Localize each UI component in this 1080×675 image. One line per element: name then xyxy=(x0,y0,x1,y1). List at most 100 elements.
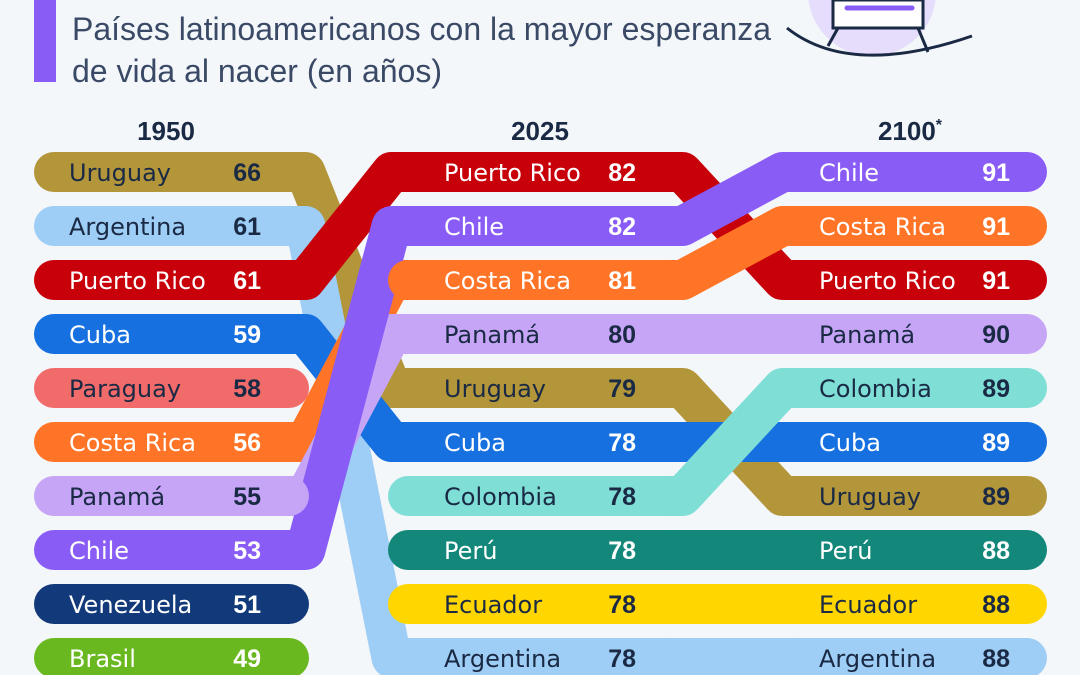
pill-panama-2100 xyxy=(782,314,1047,354)
row-puerto-rico-2025: Puerto Rico 82 xyxy=(388,152,683,192)
pill-puerto-rico-1950 xyxy=(34,260,309,300)
country-label-colombia-2100: Colombia xyxy=(819,375,932,403)
pill-uruguay-2025 xyxy=(388,368,683,408)
country-label-chile-1950: Chile xyxy=(69,537,129,565)
column-header-2100: 2100* xyxy=(878,116,943,146)
country-label-puerto-rico-2025: Puerto Rico xyxy=(444,159,581,187)
value-label-costa-rica-1950: 56 xyxy=(233,429,261,457)
country-label-argentina-2025: Argentina xyxy=(444,645,561,673)
row-panama-1950: Panamá 55 xyxy=(34,476,309,516)
value-label-uruguay-2100: 89 xyxy=(982,483,1010,511)
column-header-1950: 1950 xyxy=(137,116,195,146)
row-costa-rica-2025: Costa Rica 81 xyxy=(388,260,683,300)
row-cuba-1950: Cuba 59 xyxy=(34,314,309,354)
value-label-cuba-2025: 78 xyxy=(608,429,636,457)
pill-brasil-1950 xyxy=(34,638,309,675)
country-label-costa-rica-1950: Costa Rica xyxy=(69,429,196,457)
row-panama-2100: Panamá 90 xyxy=(782,314,1047,354)
country-label-venezuela-1950: Venezuela xyxy=(69,591,192,619)
value-label-panama-2100: 90 xyxy=(982,321,1010,349)
value-label-costa-rica-2025: 81 xyxy=(608,267,636,295)
chart-title: Países latinoamericanos con la mayor esp… xyxy=(72,11,772,89)
rocking-chair-icon xyxy=(786,0,973,57)
value-label-paraguay-1950: 58 xyxy=(233,375,261,403)
row-uruguay-2100: Uruguay 89 xyxy=(782,476,1047,516)
column-header-footnote-mark: * xyxy=(936,117,943,134)
value-label-puerto-rico-2025: 82 xyxy=(608,159,636,187)
pill-argentina-1950 xyxy=(34,206,309,246)
country-label-argentina-1950: Argentina xyxy=(69,213,186,241)
pill-ecuador-2100 xyxy=(782,584,1047,624)
country-label-peru-2025: Perú xyxy=(444,537,497,565)
row-paraguay-1950: Paraguay 58 xyxy=(34,368,309,408)
value-label-puerto-rico-1950: 61 xyxy=(233,267,261,295)
value-label-argentina-2025: 78 xyxy=(608,645,636,673)
row-colombia-2100: Colombia 89 xyxy=(782,368,1047,408)
pill-venezuela-1950 xyxy=(34,584,309,624)
row-costa-rica-2100: Costa Rica 91 xyxy=(782,206,1047,246)
pill-cuba-1950 xyxy=(34,314,309,354)
value-label-uruguay-1950: 66 xyxy=(233,159,261,187)
row-cuba-2025: Cuba 78 xyxy=(388,422,683,462)
row-ecuador-2100: Ecuador 88 xyxy=(782,584,1047,624)
pill-costa-rica-2025 xyxy=(388,260,683,300)
row-argentina-2100: Argentina 88 xyxy=(782,638,1047,675)
row-costa-rica-1950: Costa Rica 56 xyxy=(34,422,309,462)
value-label-ecuador-2025: 78 xyxy=(608,591,636,619)
value-label-cuba-2100: 89 xyxy=(982,429,1010,457)
pill-chile-1950 xyxy=(34,530,309,570)
pill-uruguay-1950 xyxy=(34,152,309,192)
value-label-chile-1950: 53 xyxy=(233,537,261,565)
value-label-venezuela-1950: 51 xyxy=(233,591,261,619)
country-label-uruguay-2100: Uruguay xyxy=(819,483,921,511)
pill-uruguay-2100 xyxy=(782,476,1047,516)
pill-costa-rica-1950 xyxy=(34,422,309,462)
country-label-puerto-rico-1950: Puerto Rico xyxy=(69,267,206,295)
country-label-chile-2025: Chile xyxy=(444,213,504,241)
country-label-uruguay-2025: Uruguay xyxy=(444,375,546,403)
pill-argentina-2100 xyxy=(782,638,1047,675)
pill-puerto-rico-2025 xyxy=(388,152,683,192)
pill-paraguay-1950 xyxy=(34,368,309,408)
value-label-chile-2100: 91 xyxy=(982,159,1010,187)
value-label-puerto-rico-2100: 91 xyxy=(982,267,1010,295)
pill-chile-2025 xyxy=(388,206,683,246)
column-header-2025: 2025 xyxy=(511,116,569,146)
row-argentina-1950: Argentina 61 xyxy=(34,206,309,246)
row-puerto-rico-2100: Puerto Rico 91 xyxy=(782,260,1047,300)
country-label-colombia-2025: Colombia xyxy=(444,483,557,511)
country-label-panama-2025: Panamá xyxy=(444,321,540,349)
pill-peru-2025 xyxy=(388,530,683,570)
country-label-cuba-2100: Cuba xyxy=(819,429,881,457)
row-brasil-1950: Brasil 49 xyxy=(34,638,309,675)
country-label-cuba-1950: Cuba xyxy=(69,321,131,349)
row-peru-2100: Perú 88 xyxy=(782,530,1047,570)
title-accent-bar xyxy=(34,0,56,82)
pill-chile-2100 xyxy=(782,152,1047,192)
row-venezuela-1950: Venezuela 51 xyxy=(34,584,309,624)
pill-cuba-2100 xyxy=(782,422,1047,462)
country-label-panama-1950: Panamá xyxy=(69,483,165,511)
value-label-colombia-2025: 78 xyxy=(608,483,636,511)
country-label-chile-2100: Chile xyxy=(819,159,879,187)
row-uruguay-1950: Uruguay 66 xyxy=(34,152,309,192)
row-argentina-2025: Argentina 78 xyxy=(388,638,683,675)
value-label-uruguay-2025: 79 xyxy=(608,375,636,403)
value-label-colombia-2100: 89 xyxy=(982,375,1010,403)
pill-peru-2100 xyxy=(782,530,1047,570)
row-ecuador-2025: Ecuador 78 xyxy=(388,584,683,624)
pill-costa-rica-2100 xyxy=(782,206,1047,246)
value-label-costa-rica-2100: 91 xyxy=(982,213,1010,241)
value-label-brasil-1950: 49 xyxy=(233,645,261,673)
country-label-costa-rica-2025: Costa Rica xyxy=(444,267,571,295)
value-label-cuba-1950: 59 xyxy=(233,321,261,349)
value-label-chile-2025: 82 xyxy=(608,213,636,241)
pill-panama-1950 xyxy=(34,476,309,516)
row-chile-2100: Chile 91 xyxy=(782,152,1047,192)
row-chile-2025: Chile 82 xyxy=(388,206,683,246)
pill-colombia-2100 xyxy=(782,368,1047,408)
value-label-argentina-1950: 61 xyxy=(233,213,261,241)
country-label-uruguay-1950: Uruguay xyxy=(69,159,171,187)
pill-colombia-2025 xyxy=(388,476,683,516)
